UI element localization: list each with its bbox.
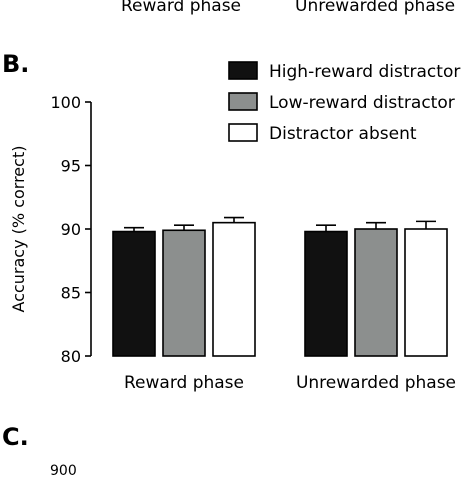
legend-label-1: Low-reward distractor	[269, 93, 455, 113]
y-tick-label-90: 90	[61, 220, 81, 239]
y-axis-label: Accuracy (% correct)	[9, 146, 28, 313]
legend-swatch-0	[228, 61, 258, 80]
top-category-label-unrewarded: Unrewarded phase	[295, 0, 456, 16]
legend-swatch-1	[228, 92, 258, 111]
y-tick-label-100: 100	[50, 93, 81, 112]
bar-2-0	[212, 221, 256, 357]
x-category-label-0: Reward phase	[124, 373, 244, 393]
bar-2-1	[404, 228, 448, 357]
y-tick-label-95: 95	[61, 157, 81, 176]
top-category-label-reward: Reward phase	[121, 0, 242, 16]
bar-1-1	[354, 228, 398, 357]
legend-swatch-2	[228, 123, 258, 142]
legend-label-2: Distractor absent	[269, 124, 417, 144]
panel-b-label: B.	[2, 50, 30, 78]
y-tick-label-85: 85	[61, 284, 81, 303]
bar-1-0	[162, 229, 206, 357]
legend-label-0: High-reward distractor	[269, 62, 460, 82]
panel-c-label: C.	[2, 423, 29, 451]
bar-0-1	[304, 230, 348, 357]
x-category-label-1: Unrewarded phase	[296, 373, 456, 393]
y-tick-label-80: 80	[61, 347, 81, 366]
bar-0-0	[112, 230, 156, 357]
